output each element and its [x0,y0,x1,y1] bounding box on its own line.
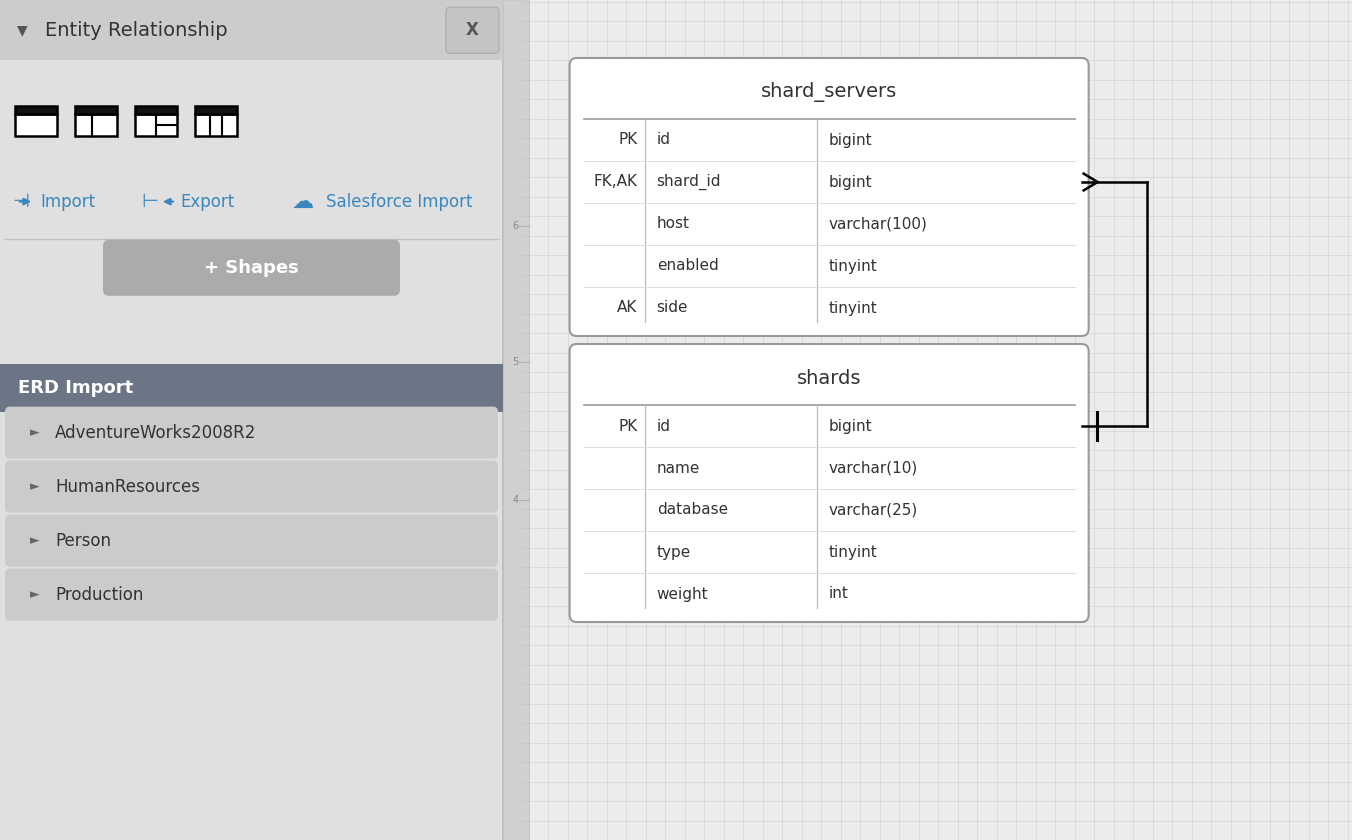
Text: ⊢: ⊢ [141,192,158,211]
Text: type: type [657,544,691,559]
Text: FK,AK: FK,AK [594,175,638,190]
Text: Production: Production [55,585,143,604]
Text: X: X [466,21,479,39]
Text: host: host [657,217,690,232]
Text: bigint: bigint [829,133,872,148]
Text: ►: ► [30,426,39,439]
FancyBboxPatch shape [103,239,400,296]
Text: side: side [657,301,688,316]
Text: ERD Import: ERD Import [18,379,134,396]
FancyBboxPatch shape [569,58,1088,336]
Text: enabled: enabled [657,259,718,274]
FancyBboxPatch shape [446,8,499,53]
Text: bigint: bigint [829,418,872,433]
Text: tinyint: tinyint [829,259,877,274]
Text: ►: ► [30,534,39,547]
Text: varchar(100): varchar(100) [829,217,927,232]
FancyBboxPatch shape [503,0,1352,840]
Text: AdventureWorks2008R2: AdventureWorks2008R2 [55,423,257,442]
Text: Salesforce Import: Salesforce Import [326,192,472,211]
Text: int: int [829,586,849,601]
FancyBboxPatch shape [195,114,237,136]
Text: ▼: ▼ [16,24,27,37]
Text: varchar(10): varchar(10) [829,460,918,475]
Text: Import: Import [41,192,95,211]
FancyBboxPatch shape [195,106,237,114]
FancyBboxPatch shape [569,344,1088,622]
Text: Export: Export [180,192,234,211]
FancyBboxPatch shape [15,114,57,136]
Text: ►: ► [30,588,39,601]
FancyBboxPatch shape [0,0,503,60]
Text: weight: weight [657,586,708,601]
FancyBboxPatch shape [5,515,498,567]
Text: bigint: bigint [829,175,872,190]
FancyBboxPatch shape [135,106,177,114]
FancyBboxPatch shape [135,114,177,136]
Text: id: id [657,133,671,148]
FancyBboxPatch shape [0,364,503,412]
Text: HumanResources: HumanResources [55,478,200,496]
Text: AK: AK [618,301,638,316]
Text: 6: 6 [512,221,519,231]
Text: PK: PK [618,133,638,148]
Text: tinyint: tinyint [829,301,877,316]
Text: id: id [657,418,671,433]
FancyBboxPatch shape [5,569,498,621]
FancyBboxPatch shape [5,460,498,512]
Text: tinyint: tinyint [829,544,877,559]
Text: name: name [657,460,700,475]
Text: shard_servers: shard_servers [761,82,898,102]
Text: Entity Relationship: Entity Relationship [45,21,227,39]
Text: 4: 4 [512,495,519,505]
FancyBboxPatch shape [5,407,498,459]
Text: Person: Person [55,532,111,549]
Text: ►: ► [30,480,39,493]
FancyBboxPatch shape [74,114,118,136]
Text: shard_id: shard_id [657,174,721,190]
FancyBboxPatch shape [74,106,118,114]
Text: 5: 5 [512,357,519,367]
Text: ☁: ☁ [292,192,314,212]
FancyBboxPatch shape [15,106,57,114]
FancyBboxPatch shape [503,0,529,840]
Text: database: database [657,502,727,517]
FancyBboxPatch shape [0,0,503,840]
Text: PK: PK [618,418,638,433]
Text: varchar(25): varchar(25) [829,502,918,517]
Text: ⊣: ⊣ [12,192,28,211]
Text: shards: shards [796,369,861,387]
Text: + Shapes: + Shapes [204,259,299,277]
